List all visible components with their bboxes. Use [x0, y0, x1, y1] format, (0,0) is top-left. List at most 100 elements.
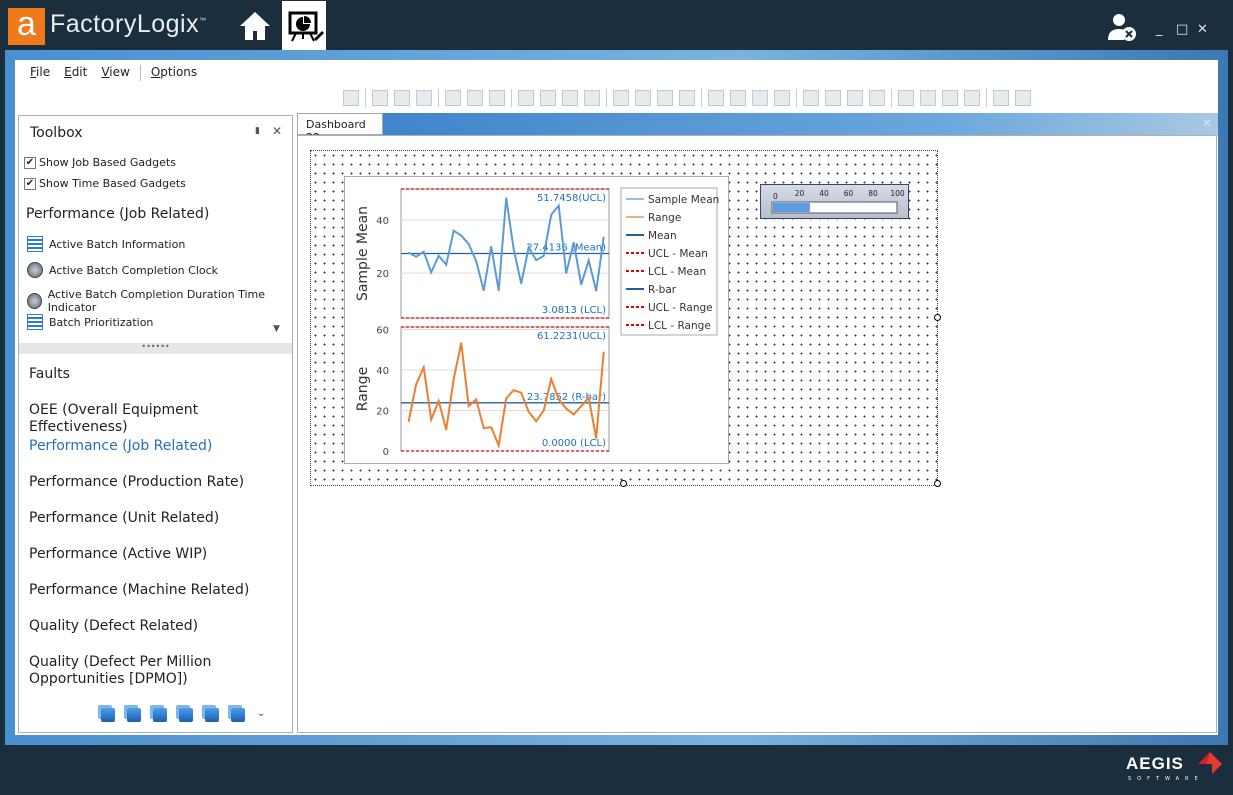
- y-axis-title: Range: [355, 367, 371, 411]
- align-tool-icon[interactable]: [613, 90, 629, 106]
- category-item[interactable]: Quality (Defect Per Million Opportunitie…: [29, 654, 212, 687]
- category-icon[interactable]: [153, 708, 167, 722]
- category-icon[interactable]: [231, 708, 245, 722]
- align-tool-icon[interactable]: [993, 90, 1009, 106]
- align-tool-icon[interactable]: [489, 90, 505, 106]
- category-icon[interactable]: [205, 708, 219, 722]
- data-point: [497, 444, 500, 447]
- spc-chart-gadget[interactable]: 20 40 Sample Mean 27.4136 (Mean) 51.7458(UCL…: [344, 176, 729, 464]
- align-tool-icon[interactable]: [518, 90, 534, 106]
- align-tool-icon[interactable]: [730, 90, 746, 106]
- category-item[interactable]: OEE (Overall Equipment Effectiveness): [29, 402, 199, 435]
- dashboard-designer-button[interactable]: [282, 1, 326, 50]
- data-point: [505, 397, 507, 400]
- category-item[interactable]: Performance (Job Related): [29, 438, 213, 454]
- show-time-gadgets-checkbox[interactable]: ✔ Show Time Based Gadgets: [24, 177, 186, 190]
- category-icon[interactable]: [127, 708, 141, 722]
- align-tool-icon[interactable]: [847, 90, 863, 106]
- align-tool-icon[interactable]: [964, 90, 980, 106]
- gadget-label: Active Batch Completion Duration Time In…: [47, 288, 266, 314]
- align-tool-icon[interactable]: [825, 90, 841, 106]
- category-item[interactable]: Performance (Unit Related): [29, 510, 220, 526]
- linear-gauge-gadget[interactable]: 0 20 40 60 80 100: [760, 184, 909, 219]
- data-point: [542, 255, 545, 257]
- data-point: [535, 259, 537, 261]
- align-tool-icon[interactable]: [803, 90, 819, 106]
- linear-gauge: 0 20 40 60 80 100: [771, 189, 905, 214]
- category-item[interactable]: Faults: [29, 366, 70, 382]
- align-tool-icon[interactable]: [635, 90, 651, 106]
- category-item[interactable]: Performance (Machine Related): [29, 582, 250, 598]
- align-tool-icon[interactable]: [774, 90, 790, 106]
- gadget-batch-prioritization[interactable]: Batch Prioritization: [27, 314, 153, 330]
- gauge-track: [771, 201, 898, 214]
- gadget-active-batch-completion-clock[interactable]: Active Batch Completion Clock: [27, 262, 218, 278]
- data-point: [460, 234, 462, 237]
- align-tool-icon[interactable]: [920, 90, 936, 106]
- resize-handle[interactable]: [934, 314, 941, 321]
- resize-handle[interactable]: [934, 480, 941, 487]
- menu-edit[interactable]: Edit: [64, 65, 88, 79]
- show-job-gadgets-checkbox[interactable]: ✔ Show Job Based Gadgets: [24, 156, 176, 169]
- align-tool-icon[interactable]: [898, 90, 914, 106]
- toolbar-separator: [986, 89, 987, 107]
- align-tool-icon[interactable]: [562, 90, 578, 106]
- design-document: 20 40 Sample Mean 27.4136 (Mean) 51.7458(UCL…: [297, 135, 1217, 733]
- pin-icon[interactable]: ▮: [255, 126, 260, 136]
- toolbox-close-icon[interactable]: ✕: [272, 124, 283, 138]
- align-tool-icon[interactable]: [394, 90, 410, 106]
- menu-view[interactable]: View: [101, 65, 130, 79]
- category-item[interactable]: Performance (Production Rate): [29, 474, 245, 490]
- minimize-button[interactable]: _: [1156, 22, 1163, 37]
- close-button[interactable]: ✕: [1197, 22, 1208, 37]
- align-tool-icon[interactable]: [679, 90, 695, 106]
- align-tool-icon[interactable]: [372, 90, 388, 106]
- control-line-label: 3.0813 (LCL): [542, 305, 606, 316]
- align-tool-icon[interactable]: [584, 90, 600, 106]
- category-item[interactable]: Quality (Defect Related): [29, 618, 199, 634]
- checkbox-checked-icon: ✔: [24, 156, 36, 169]
- tab-dashboard-22[interactable]: Dashboard 22: [297, 113, 383, 144]
- align-tool-icon[interactable]: [1015, 90, 1031, 106]
- panel-splitter[interactable]: ••••••: [19, 343, 292, 354]
- scroll-down-icon[interactable]: ▼: [273, 324, 280, 334]
- gadget-active-batch-information[interactable]: Active Batch Information: [27, 236, 185, 252]
- align-tool-icon[interactable]: [942, 90, 958, 106]
- tab-close-icon[interactable]: ✕: [1201, 116, 1212, 130]
- category-icon[interactable]: [179, 708, 193, 722]
- data-point: [407, 420, 410, 423]
- maximize-button[interactable]: □: [1176, 22, 1189, 37]
- aegis-arrow-logo: [1198, 752, 1222, 774]
- data-point: [580, 405, 582, 407]
- align-tool-icon[interactable]: [343, 90, 359, 106]
- gadget-duration-time-indicator[interactable]: Active Batch Completion Duration Time In…: [27, 288, 292, 314]
- checkbox-checked-icon: ✔: [24, 177, 36, 190]
- grid-icon: [27, 236, 43, 252]
- toolbar-separator: [701, 89, 702, 107]
- chevron-down-icon[interactable]: ⌄: [257, 708, 266, 719]
- align-tool-icon[interactable]: [467, 90, 483, 106]
- home-icon[interactable]: [238, 10, 272, 42]
- data-point: [512, 389, 515, 392]
- align-tool-icon[interactable]: [416, 90, 432, 106]
- gauge-tick-label: 100: [890, 189, 905, 198]
- design-surface[interactable]: 20 40 Sample Mean 27.4136 (Mean) 51.7458(UCL…: [310, 150, 941, 487]
- align-tool-icon[interactable]: [869, 90, 885, 106]
- align-tool-icon[interactable]: [657, 90, 673, 106]
- user-logout-icon[interactable]: [1107, 12, 1137, 42]
- menu-options[interactable]: Options: [150, 65, 198, 79]
- category-icon[interactable]: [101, 708, 115, 722]
- resize-handle[interactable]: [620, 480, 627, 487]
- data-point: [482, 427, 485, 429]
- legend: [620, 187, 718, 336]
- align-tool-icon[interactable]: [445, 90, 461, 106]
- align-tool-icon[interactable]: [708, 90, 724, 106]
- align-tool-icon[interactable]: [540, 90, 556, 106]
- data-point: [490, 245, 492, 248]
- data-point: [587, 259, 590, 262]
- align-tool-icon[interactable]: [752, 90, 768, 106]
- aegis-logo-sub: SOFTWARE: [1128, 776, 1204, 782]
- y-tick-label: 40: [376, 366, 389, 377]
- category-item[interactable]: Performance (Active WIP): [29, 546, 208, 562]
- menu-file[interactable]: File: [30, 65, 51, 79]
